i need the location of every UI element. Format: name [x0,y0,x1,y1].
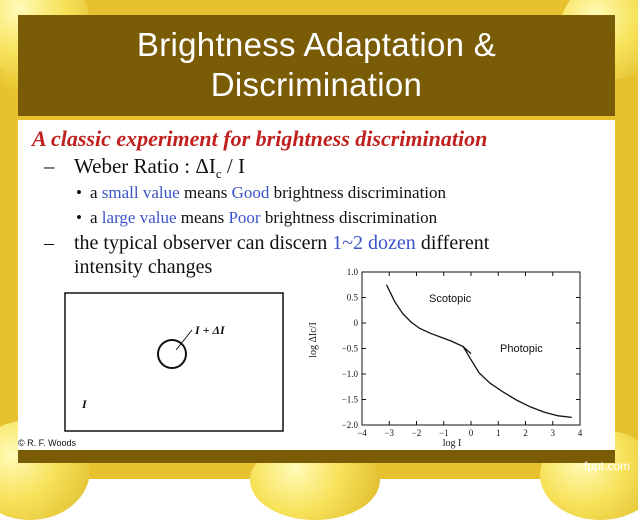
weber-tail: / I [221,154,245,178]
outer-field [64,292,284,432]
pointer-line [175,329,193,351]
x-tick-label: −1 [439,428,449,438]
series-scotopic-line [385,284,472,355]
inner-label: I + ΔI [194,323,226,337]
bullet-marker: • [76,208,82,227]
slide-content: A classic experiment for brightness disc… [18,120,615,450]
y-tick-label: −1.5 [342,395,359,405]
weber-sub: c [215,166,222,182]
highlight: Good [231,183,270,202]
series-photopic-line [462,345,572,418]
highlight: large value [101,208,177,227]
title-line-1: Brightness Adaptation & [136,26,497,63]
bullet-small: • a small value means Good brightness dis… [76,183,446,203]
x-tick-label: 0 [469,428,474,438]
brand-watermark: fppt.com [583,459,630,473]
y-tick-label: 1.0 [347,267,359,277]
outer-label: I [81,397,88,411]
x-tick-label: 1 [496,428,501,438]
slide-title: Brightness Adaptation & Discrimination [18,25,615,105]
text: a [90,183,102,202]
footer-credit: © R. F. Woods [18,438,76,448]
weber-text: Weber Ratio : ΔI [74,154,216,178]
experiment-diagram: I + ΔI I [64,292,284,432]
bullet-large: • a large value means Poor brightness dis… [76,208,437,228]
x-tick-label: 3 [551,428,556,438]
text: a [90,208,102,227]
dash-marker: – [44,154,55,178]
footer-strip [18,450,615,463]
text: brightness discrimination [269,183,447,202]
text: means [176,208,229,227]
text: different [415,232,490,254]
text: means [179,183,232,202]
chart-xlabel: log I [443,438,462,449]
weber-ratio-chart: −4 −3 −2 −1 0 1 2 3 4 1.0 0.5 0 −0.5 −1.0 −1.5 −2.0 log… [308,267,583,449]
chart-ylabel: log ΔIc/I [308,322,319,358]
inner-spot [157,339,187,369]
highlight: 1~2 dozen [332,232,416,254]
text: the typical observer can discern [74,232,333,254]
bullet-weber: – Weber Ratio : ΔIc / I [44,154,245,182]
bullet-observer-line2: intensity changes [74,256,213,278]
title-line-2: Discrimination [210,66,423,103]
x-tick-label: 2 [523,428,528,438]
text: brightness discrimination [260,208,438,227]
headline: A classic experiment for brightness disc… [32,126,488,151]
x-tick-label: −3 [384,428,394,438]
highlight: small value [101,183,180,202]
dash-marker: – [44,232,54,254]
y-tick-label: −1.0 [342,369,359,379]
bullet-marker: • [76,183,82,202]
x-tick-label: −2 [412,428,422,438]
highlight: Poor [228,208,261,227]
y-tick-label: 0.5 [347,293,359,303]
title-box: Brightness Adaptation & Discrimination [18,15,615,116]
annotation-photopic: Photopic [500,343,543,355]
bullet-observer: – the typical observer can discern 1~2 do… [44,232,489,255]
annotation-scotopic: Scotopic [429,293,472,305]
y-tick-label: 0 [354,318,359,328]
x-tick-label: 4 [578,428,583,438]
x-tick-label: −4 [357,428,367,438]
y-tick-label: −2.0 [342,420,359,430]
y-tick-label: −0.5 [342,344,359,354]
